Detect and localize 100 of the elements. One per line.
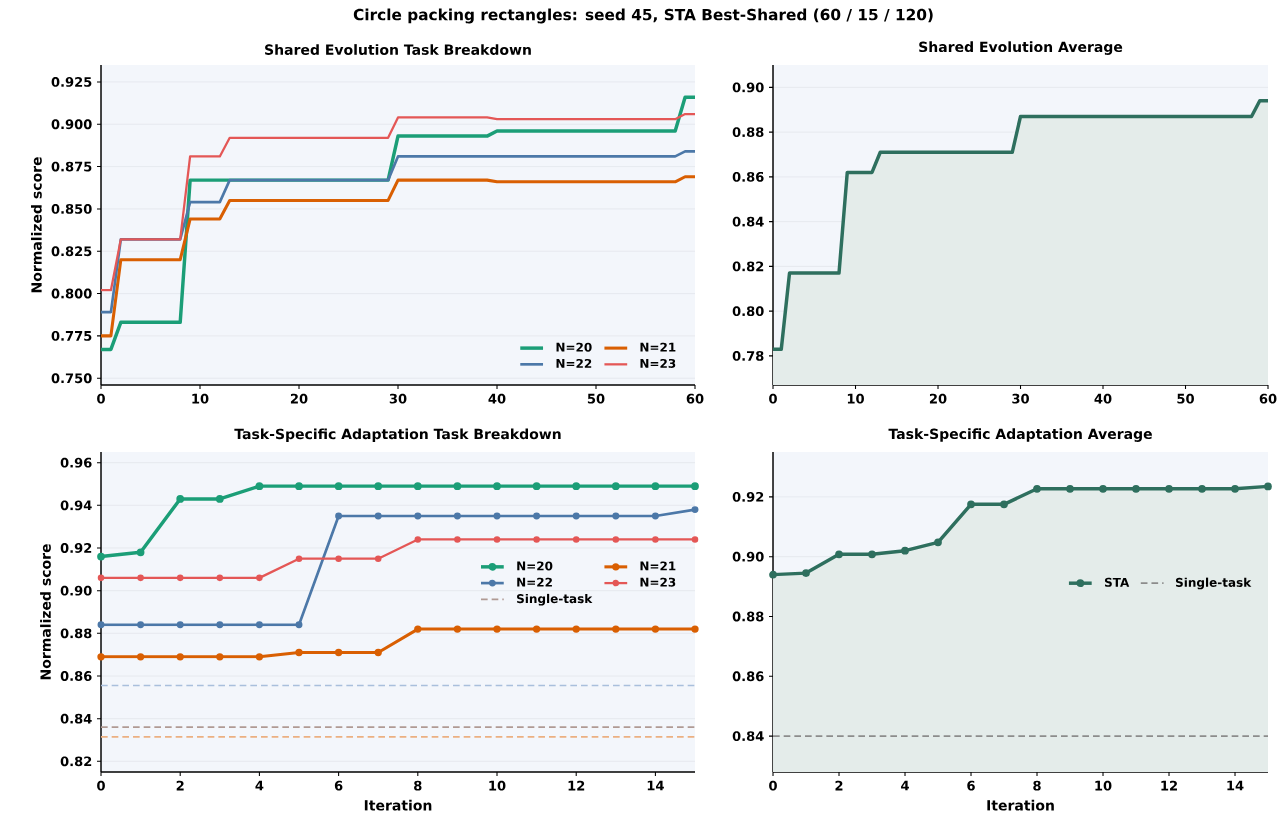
point <box>295 621 303 629</box>
line-series <box>101 175 696 338</box>
legend-label: Single-task <box>1175 577 1252 590</box>
x-tick-label: 0 <box>97 393 105 404</box>
y-tick-label: 0.92 <box>60 543 92 553</box>
point <box>1198 484 1206 493</box>
y-tick-label: 0.925 <box>51 76 92 87</box>
y-tick-label: 0.86 <box>732 671 764 682</box>
point <box>414 512 422 520</box>
y-tick-label: 0.875 <box>51 161 92 172</box>
point <box>1099 484 1107 493</box>
point <box>572 625 580 633</box>
point <box>453 625 462 633</box>
x-tick-label: 20 <box>290 393 308 404</box>
chart-title: Shared Evolution Average <box>919 41 1123 55</box>
y-tick-label: 0.84 <box>60 713 92 724</box>
x-tick-label: 4 <box>901 780 909 791</box>
point <box>493 625 501 633</box>
legend-label: N=23 <box>640 358 676 368</box>
y-tick-label: 0.90 <box>60 585 92 596</box>
x-tick-label: 14 <box>1227 780 1244 791</box>
text: Circle packing rectangles: seed 45, STA Best-Shared (60 / 15 / 120) <box>353 8 933 24</box>
point <box>414 625 422 633</box>
chart-title: Task-Specific Adaptation Average <box>888 428 1152 442</box>
legend-label: N=23 <box>640 577 676 587</box>
point <box>868 550 876 559</box>
x-tick-label: 10 <box>847 393 864 404</box>
x-tick-label: 30 <box>389 393 407 404</box>
x-tick-label: 2 <box>176 780 184 791</box>
x-tick-label: 60 <box>686 393 704 404</box>
point <box>216 653 224 661</box>
x-tick-label: 40 <box>1094 393 1112 404</box>
point <box>97 552 105 561</box>
point <box>137 621 145 629</box>
point <box>216 574 224 582</box>
point <box>256 574 263 582</box>
point <box>454 536 461 543</box>
x-tick-label: 0 <box>97 780 105 791</box>
y-tick-label: 0.800 <box>51 288 92 299</box>
x-tick-label: 6 <box>967 780 975 791</box>
point <box>934 538 942 547</box>
point <box>769 570 777 579</box>
point <box>255 621 263 629</box>
point <box>176 574 184 582</box>
point <box>532 482 541 490</box>
point <box>691 536 699 543</box>
point <box>572 536 580 543</box>
point <box>967 500 975 509</box>
legend-label: N=22 <box>556 358 592 368</box>
y-tick-label: 0.775 <box>51 330 92 341</box>
chart-title: Task-Specific Adaptation Task Breakdown <box>234 428 561 442</box>
point <box>176 653 184 661</box>
point <box>295 555 303 562</box>
point <box>612 512 620 520</box>
x-tick-label: 10 <box>489 780 506 791</box>
point <box>374 482 383 490</box>
point <box>652 536 659 543</box>
point <box>835 550 843 559</box>
point <box>97 574 105 582</box>
y-tick-label: 0.80 <box>732 306 764 317</box>
point <box>1231 484 1239 493</box>
x-tick-label: 12 <box>1161 780 1177 791</box>
point <box>691 506 699 514</box>
point <box>612 625 620 633</box>
point <box>97 653 105 661</box>
point <box>453 482 462 490</box>
y-tick-label: 0.750 <box>51 373 92 384</box>
point <box>255 653 264 661</box>
point <box>335 555 342 562</box>
point <box>532 625 541 633</box>
point <box>413 482 422 490</box>
y-tick-label: 0.86 <box>732 171 764 182</box>
y-axis-title: Normalized score <box>40 544 51 680</box>
y-axis-title: Normalized score <box>30 157 42 293</box>
point <box>611 482 620 490</box>
point <box>295 648 303 657</box>
y-tick-label: 0.84 <box>732 216 764 227</box>
point <box>651 482 660 490</box>
point <box>901 546 909 555</box>
y-tick-label: 0.82 <box>732 261 764 272</box>
chart-title: Shared Evolution Task Breakdown <box>265 44 531 55</box>
y-tick-label: 0.94 <box>60 500 92 511</box>
y-tick-label: 0.86 <box>60 671 92 681</box>
point <box>335 512 343 520</box>
x-tick-label: 0 <box>769 780 777 791</box>
point <box>1033 484 1041 493</box>
point <box>414 536 422 543</box>
y-tick-label: 0.96 <box>60 457 92 468</box>
point <box>97 621 105 629</box>
legend-label: STA <box>1104 577 1130 587</box>
point <box>1066 484 1074 493</box>
x-tick-label: 8 <box>414 780 422 791</box>
point <box>295 482 303 490</box>
point <box>136 653 145 661</box>
x-tick-label: 10 <box>192 393 209 404</box>
point <box>1132 484 1140 493</box>
x-tick-label: 60 <box>1259 393 1277 404</box>
point <box>334 482 343 490</box>
y-tick-label: 0.92 <box>732 491 764 502</box>
point <box>1264 482 1272 491</box>
